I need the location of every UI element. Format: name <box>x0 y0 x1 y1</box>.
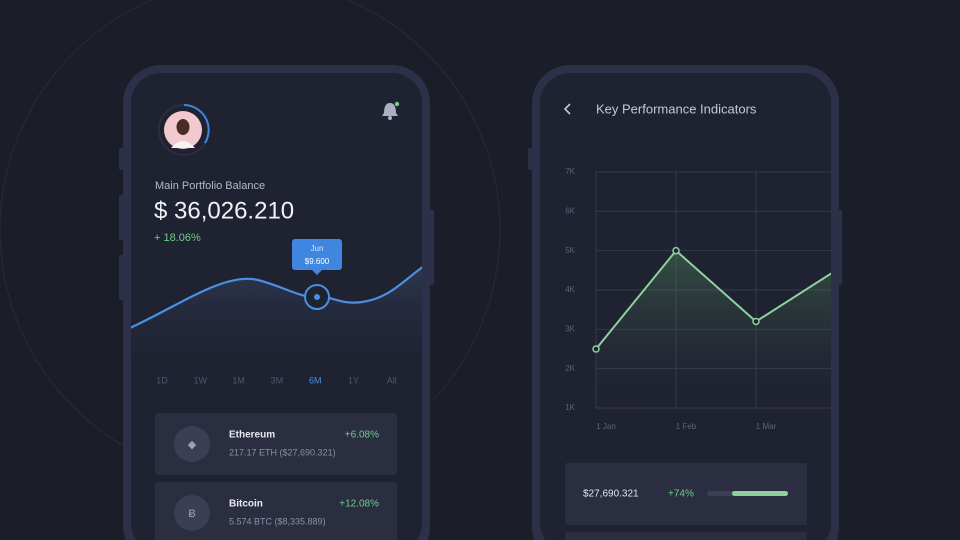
asset-glyph: ◆ <box>188 439 197 451</box>
asset-glyph: Ƀ <box>188 508 195 520</box>
tooltip-value: $9.600 <box>305 257 330 266</box>
asset-card[interactable] <box>155 482 397 540</box>
range-tab[interactable]: 1D <box>156 375 168 385</box>
asset-name: Ethereum <box>229 430 275 441</box>
x-tick-label: 1 Jan <box>596 422 616 431</box>
y-tick-label: 5K <box>565 246 575 255</box>
range-tab[interactable]: All <box>387 375 397 385</box>
balance-change: + 18.06% <box>154 232 201 244</box>
asset-icon <box>174 495 210 531</box>
asset-card[interactable] <box>155 413 397 475</box>
range-tab[interactable]: 1M <box>232 375 245 385</box>
point <box>752 317 760 326</box>
line <box>595 249 831 350</box>
area <box>596 250 831 408</box>
right-phone: Key Performance Indicators 1K 2K 3K 4K 5K 6K 7… <box>528 65 842 540</box>
progress-bar <box>732 491 788 496</box>
point <box>592 345 600 353</box>
asset-name: Bitcoin <box>229 499 263 510</box>
y-tick-label: 3K <box>565 324 575 333</box>
range-tab[interactable]: 1Y <box>348 375 359 385</box>
range-tab[interactable]: 1W <box>194 375 208 385</box>
summary-card[interactable] <box>565 463 807 525</box>
tooltip-month: Jun <box>311 244 324 253</box>
y-tick-label: 7K <box>565 167 575 176</box>
balance-label: Main Portfolio Balance <box>155 180 265 192</box>
asset-change: +12.08% <box>339 499 379 510</box>
y-tick-label: 4K <box>565 285 575 294</box>
asset-holding: 217.17 ETH ($27,690.321) <box>229 447 336 457</box>
summary-change: +74% <box>668 489 694 500</box>
tooltip <box>292 239 342 270</box>
bell-icon[interactable] <box>382 103 398 116</box>
y-tick-label: 6K <box>565 206 575 215</box>
summary-amount: $27,690.321 <box>583 489 639 500</box>
x-tick-label: 1 Feb <box>676 422 697 431</box>
range-tab[interactable]: 6M <box>309 375 322 385</box>
asset-icon <box>174 426 210 462</box>
balance: $ 36,026.210 <box>154 197 294 224</box>
back-button[interactable] <box>563 103 571 115</box>
x-tick-label: 1 Mar <box>756 422 777 431</box>
y-tick-label: 2K <box>565 364 575 373</box>
asset-holding: 5.574 BTC ($8,335.889) <box>229 516 326 526</box>
range-tab[interactable]: 3M <box>271 375 284 385</box>
y-tick-label: 1K <box>565 403 575 412</box>
kpi-title: Key Performance Indicators <box>596 101 757 116</box>
asset-change: +6.08% <box>345 430 379 441</box>
left-phone: Jun $9.600 Main Portfolio Balance $ 36,0… <box>119 65 434 540</box>
point <box>672 246 680 255</box>
